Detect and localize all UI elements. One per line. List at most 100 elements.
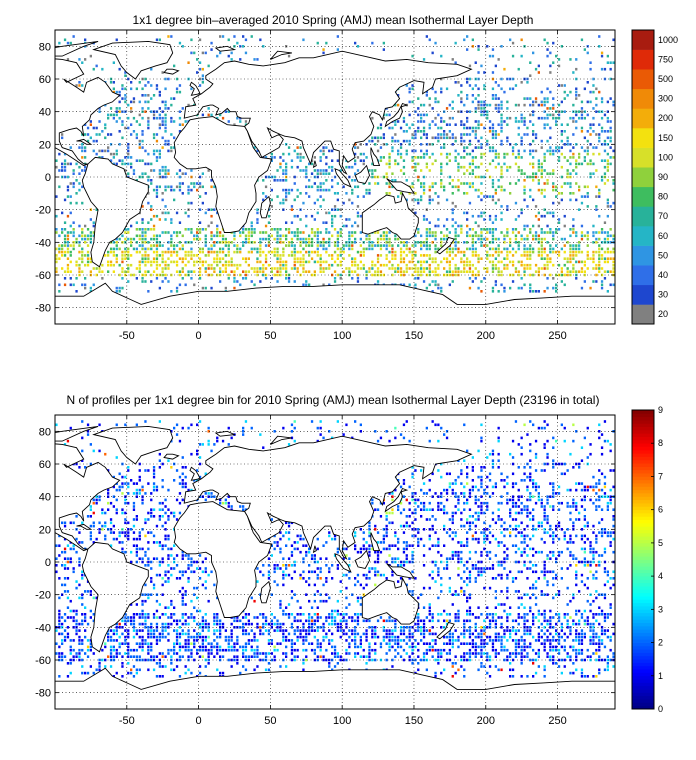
- data-cell: [583, 116, 586, 120]
- data-cell: [78, 652, 81, 655]
- data-cell: [201, 247, 204, 251]
- data-cell: [448, 231, 451, 234]
- data-cell: [583, 185, 586, 189]
- data-cell: [356, 214, 360, 218]
- data-cell: [127, 267, 130, 270]
- data-cell: [63, 169, 67, 172]
- data-cell: [233, 655, 236, 658]
- data-cell: [282, 263, 285, 267]
- data-cell: [98, 149, 101, 153]
- data-cell: [509, 165, 512, 169]
- data-cell: [609, 162, 612, 166]
- data-cell: [609, 283, 612, 287]
- data-cell: [173, 244, 176, 247]
- data-cell: [244, 622, 248, 626]
- data-cell: [144, 254, 147, 257]
- data-cell: [61, 616, 64, 619]
- data-cell: [394, 237, 397, 241]
- data-cell: [583, 159, 586, 162]
- data-cell: [477, 103, 480, 107]
- data-cell: [279, 263, 282, 267]
- data-cell: [267, 234, 271, 238]
- data-cell: [158, 515, 161, 518]
- data-cell: [563, 97, 566, 100]
- data-cell: [285, 665, 288, 668]
- data-cell: [448, 247, 451, 251]
- data-cell: [242, 426, 245, 430]
- data-cell: [109, 629, 113, 632]
- data-cell: [474, 146, 477, 149]
- data-cell: [431, 107, 434, 110]
- data-cell: [193, 606, 196, 609]
- data-cell: [440, 237, 443, 241]
- data-cell: [552, 103, 555, 107]
- data-cell: [319, 149, 322, 153]
- data-cell: [305, 244, 308, 247]
- data-cell: [517, 214, 520, 218]
- data-cell: [474, 130, 477, 133]
- y-tick-label: 40: [39, 107, 51, 119]
- data-cell: [216, 619, 219, 623]
- data-cell: [290, 237, 294, 241]
- data-cell: [259, 241, 262, 244]
- colorbar-swatch: [632, 284, 654, 305]
- data-cell: [198, 443, 202, 446]
- data-cell: [578, 188, 581, 192]
- data-cell: [445, 218, 449, 221]
- data-cell: [282, 652, 285, 655]
- data-cell: [463, 267, 466, 270]
- data-cell: [503, 286, 506, 290]
- data-cell: [325, 541, 328, 544]
- data-cell: [319, 205, 322, 208]
- data-cell: [339, 234, 342, 238]
- data-cell: [130, 165, 133, 169]
- data-cell: [376, 139, 380, 143]
- data-cell: [132, 518, 136, 521]
- data-cell: [227, 443, 230, 446]
- data-cell: [144, 554, 147, 557]
- data-cell: [310, 162, 314, 166]
- data-cell: [405, 244, 408, 247]
- data-cell: [414, 130, 417, 133]
- data-cell: [368, 267, 371, 270]
- data-cell: [219, 113, 222, 117]
- data-cell: [506, 250, 509, 254]
- data-cell: [196, 479, 199, 482]
- data-cell: [173, 648, 176, 652]
- data-cell: [178, 270, 182, 273]
- data-cell: [376, 237, 380, 241]
- data-cell: [537, 247, 540, 251]
- data-cell: [463, 123, 466, 126]
- data-cell: [141, 603, 144, 606]
- data-cell: [580, 100, 584, 104]
- data-cell: [72, 626, 75, 629]
- data-cell: [115, 511, 118, 515]
- data-cell: [66, 175, 70, 179]
- data-cell: [141, 629, 144, 632]
- data-cell: [417, 175, 420, 179]
- data-cell: [359, 143, 362, 146]
- data-cell: [494, 107, 497, 110]
- data-cell: [81, 228, 84, 231]
- data-cell: [376, 126, 380, 130]
- data-cell: [112, 537, 115, 541]
- data-cell: [230, 658, 233, 662]
- data-cell: [302, 263, 305, 267]
- data-cell: [164, 544, 167, 547]
- data-cell: [296, 228, 299, 231]
- data-cell: [293, 280, 296, 283]
- data-cell: [198, 456, 202, 459]
- data-cell: [247, 250, 250, 254]
- data-cell: [144, 599, 147, 603]
- data-cell: [368, 244, 371, 247]
- data-cell: [385, 162, 388, 166]
- data-cell: [244, 629, 248, 632]
- data-cell: [112, 162, 115, 166]
- data-cell: [397, 139, 400, 143]
- data-cell: [262, 626, 265, 629]
- data-cell: [414, 241, 417, 244]
- data-cell: [296, 231, 299, 234]
- data-cell: [124, 619, 127, 623]
- data-cell: [569, 185, 572, 189]
- data-cell: [161, 71, 164, 74]
